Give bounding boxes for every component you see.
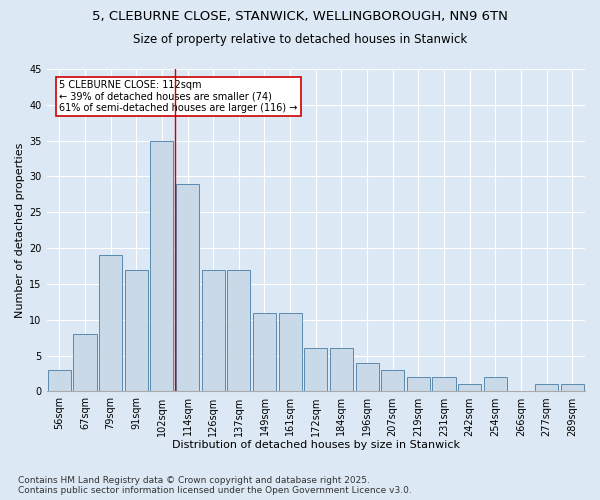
Bar [535, 384, 558, 392]
Y-axis label: Number of detached properties: Number of detached properties [15, 142, 25, 318]
Text: Contains HM Land Registry data © Crown copyright and database right 2025.
Contai: Contains HM Land Registry data © Crown c… [18, 476, 412, 495]
Bar [278, 312, 302, 392]
Bar [433, 377, 455, 392]
Text: Size of property relative to detached houses in Stanwick: Size of property relative to detached ho… [133, 32, 467, 46]
Bar [176, 184, 199, 392]
Text: 5, CLEBURNE CLOSE, STANWICK, WELLINGBOROUGH, NN9 6TN: 5, CLEBURNE CLOSE, STANWICK, WELLINGBORO… [92, 10, 508, 23]
Bar [151, 140, 173, 392]
Bar [458, 384, 481, 392]
X-axis label: Distribution of detached houses by size in Stanwick: Distribution of detached houses by size … [172, 440, 460, 450]
Bar [73, 334, 97, 392]
Bar [227, 270, 250, 392]
Bar [48, 370, 71, 392]
Bar [304, 348, 328, 392]
Bar [99, 256, 122, 392]
Bar [330, 348, 353, 392]
Text: 5 CLEBURNE CLOSE: 112sqm
← 39% of detached houses are smaller (74)
61% of semi-d: 5 CLEBURNE CLOSE: 112sqm ← 39% of detach… [59, 80, 298, 113]
Bar [484, 377, 507, 392]
Bar [381, 370, 404, 392]
Bar [125, 270, 148, 392]
Bar [253, 312, 276, 392]
Bar [356, 363, 379, 392]
Bar [407, 377, 430, 392]
Bar [202, 270, 225, 392]
Bar [560, 384, 584, 392]
